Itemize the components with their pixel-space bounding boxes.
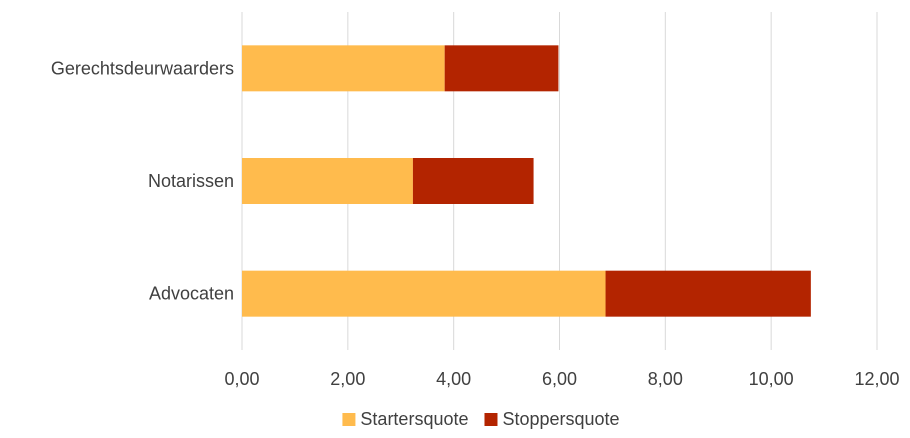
category-labels: Gerechtsdeurwaarders Notarissen Advocaten xyxy=(51,58,234,303)
category-label-notarissen: Notarissen xyxy=(148,171,234,191)
bar-startersquote-advocaten xyxy=(242,270,606,317)
x-tick-label-4: 8,00 xyxy=(648,369,683,389)
bar-stoppersquote-gerechtsdeurwaarders xyxy=(444,45,559,92)
x-tick-label-3: 6,00 xyxy=(542,369,577,389)
bar-stoppersquote-advocaten xyxy=(605,270,811,317)
bar-startersquote-gerechtsdeurwaarders xyxy=(242,45,445,92)
legend-swatch-stoppersquote xyxy=(484,413,498,426)
bar-stoppersquote-notarissen xyxy=(412,158,534,204)
x-tick-label-5: 10,00 xyxy=(749,369,794,389)
x-tick-label-2: 4,00 xyxy=(436,369,471,389)
bars xyxy=(242,45,811,317)
x-tick-label-0: 0,00 xyxy=(224,369,259,389)
legend: Startersquote Stoppersquote xyxy=(342,409,620,429)
legend-label-startersquote: Startersquote xyxy=(360,409,468,429)
category-label-advocaten: Advocaten xyxy=(149,284,234,304)
x-tick-label-6: 12,00 xyxy=(854,369,899,389)
category-label-gerechtsdeurwaarders: Gerechtsdeurwaarders xyxy=(51,58,234,78)
bar-startersquote-notarissen xyxy=(242,158,413,204)
legend-swatch-startersquote xyxy=(342,413,356,426)
legend-label-stoppersquote: Stoppersquote xyxy=(502,409,619,429)
x-tick-label-1: 2,00 xyxy=(330,369,365,389)
x-axis-tick-labels: 0,00 2,00 4,00 6,00 8,00 10,00 12,00 xyxy=(224,369,899,389)
